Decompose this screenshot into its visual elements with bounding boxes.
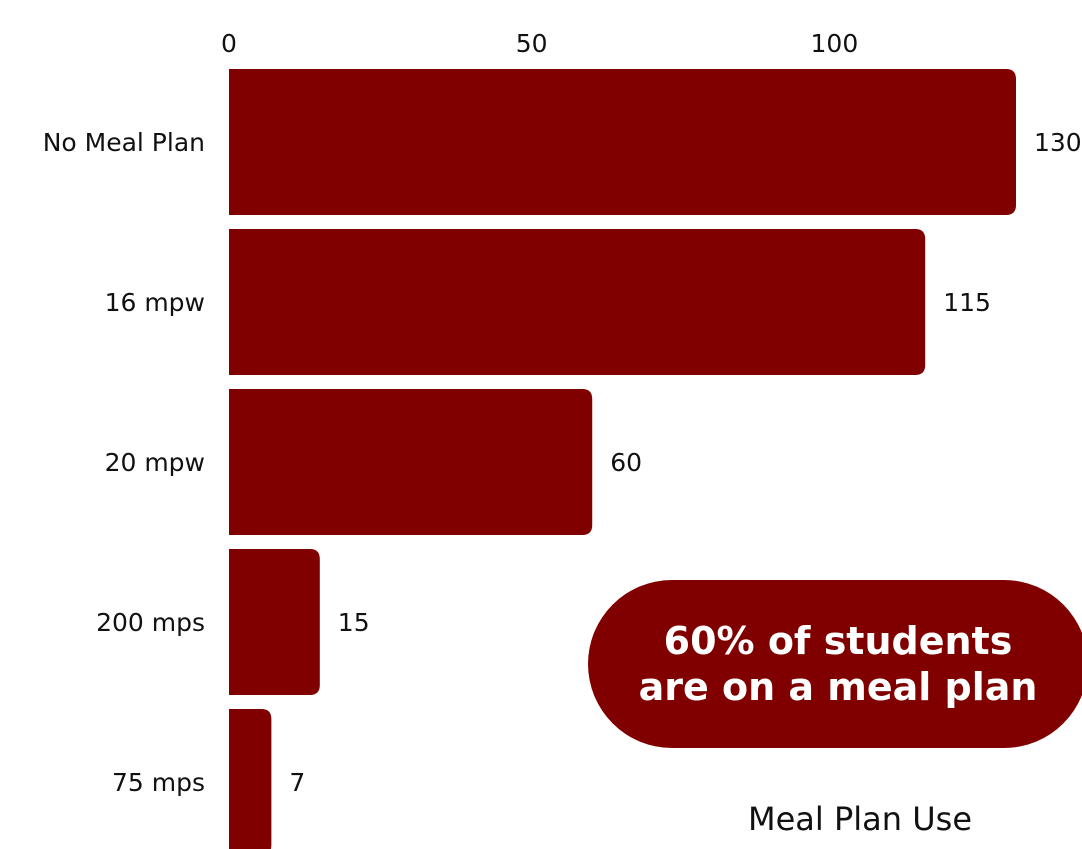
x-tick-label-0: 0 bbox=[221, 29, 237, 58]
y-tick-label-4: 75 mps bbox=[112, 768, 205, 797]
chart-title: Meal Plan Use bbox=[748, 800, 972, 838]
data-label-0: 130 bbox=[1034, 128, 1082, 157]
bar-2 bbox=[229, 389, 593, 535]
y-tick-label-0: No Meal Plan bbox=[43, 128, 205, 157]
annotation-line-2: are on a meal plan bbox=[638, 665, 1038, 709]
x-tick-label-2: 100 bbox=[811, 29, 859, 58]
bar-1 bbox=[229, 229, 926, 375]
bar-3 bbox=[229, 549, 320, 695]
y-tick-label-3: 200 mps bbox=[96, 608, 205, 637]
y-tick-label-2: 20 mpw bbox=[105, 448, 205, 477]
y-tick-label-1: 16 mpw bbox=[105, 288, 205, 317]
bar-4 bbox=[229, 709, 272, 849]
data-label-1: 115 bbox=[943, 288, 991, 317]
x-tick-label-1: 50 bbox=[516, 29, 548, 58]
annotation-callout: 60% of students are on a meal plan bbox=[588, 580, 1082, 748]
annotation-line-1: 60% of students bbox=[663, 619, 1013, 663]
data-label-3: 15 bbox=[338, 608, 370, 637]
data-label-4: 7 bbox=[289, 768, 305, 797]
data-label-2: 60 bbox=[610, 448, 642, 477]
bar-0 bbox=[229, 69, 1016, 215]
